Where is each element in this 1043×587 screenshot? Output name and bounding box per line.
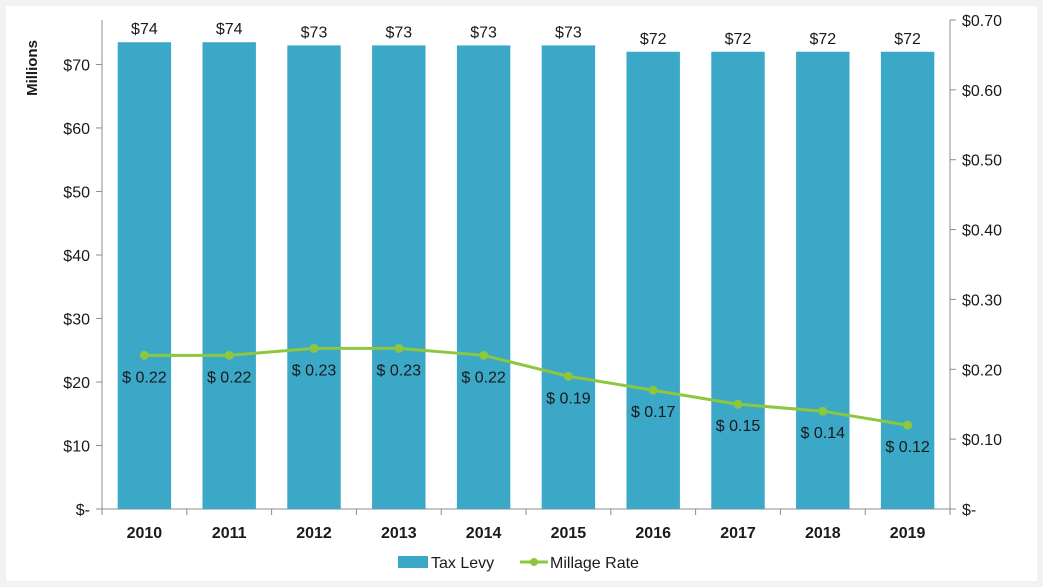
millage-rate-label: $ 0.12 xyxy=(885,439,930,456)
millage-rate-line xyxy=(144,346,908,427)
millage-rate-label: $ 0.19 xyxy=(546,390,591,407)
bar-value-label: $72 xyxy=(809,31,836,48)
legend-millage-rate-marker xyxy=(530,558,538,566)
labels-layer: $74 $74 $73 $73 $73 $73 $72 $72 $72 $72 $ 0.22 $ 0.… xyxy=(122,21,930,456)
millage-rate-point xyxy=(479,350,489,360)
millage-rate-point xyxy=(394,343,404,353)
millage-rate-label: $ 0.17 xyxy=(631,404,676,421)
bar-value-label: $72 xyxy=(725,31,752,48)
left-axis-tick-label: $70 xyxy=(63,57,90,74)
x-axis-tick-label: 2019 xyxy=(890,525,926,542)
x-axis-tick-label: 2010 xyxy=(127,525,163,542)
bar-value-label: $72 xyxy=(640,31,667,48)
right-axis-tick-label: $0.40 xyxy=(962,223,1002,240)
millage-rate-label: $ 0.22 xyxy=(122,369,167,386)
millage-rate-point xyxy=(818,406,828,416)
chart-container: $- $10 $20 $30 $40 $50 $60 $70 $- $0.10 $0.20 $0.30… xyxy=(6,6,1037,581)
x-axis-tick-label: 2015 xyxy=(551,525,587,542)
x-axis-tick-label: 2012 xyxy=(296,525,332,542)
right-axis-tick-label: $0.30 xyxy=(962,292,1002,309)
bar xyxy=(626,51,680,510)
left-axis-tick-label: $- xyxy=(76,502,90,519)
millage-rate-point xyxy=(903,420,913,430)
right-axis-tick-label: $0.50 xyxy=(962,153,1002,170)
combo-chart: $- $10 $20 $30 $40 $50 $60 $70 $- $0.10 $0.20 $0.30… xyxy=(24,13,1002,572)
x-axis-tick-label: 2011 xyxy=(212,525,247,542)
bar xyxy=(880,51,935,510)
bar xyxy=(117,42,172,510)
bar-value-label: $73 xyxy=(555,24,582,41)
bar xyxy=(711,51,765,510)
left-axis-tick-label: $10 xyxy=(63,438,90,455)
millage-rate-label: $ 0.23 xyxy=(292,362,337,379)
bar xyxy=(456,45,511,510)
right-axis-tick-label: $0.10 xyxy=(962,432,1002,449)
line-layer xyxy=(139,343,913,430)
legend-millage-rate-label: Millage Rate xyxy=(550,555,639,572)
right-axis-tick-label: $0.60 xyxy=(962,83,1002,100)
bar-value-label: $74 xyxy=(131,21,158,38)
millage-rate-point xyxy=(309,343,319,353)
bar-value-label: $73 xyxy=(301,24,328,41)
bar xyxy=(287,45,341,510)
millage-rate-label: $ 0.14 xyxy=(801,425,846,442)
bar-value-label: $72 xyxy=(894,31,921,48)
legend: Tax Levy Millage Rate xyxy=(398,555,639,572)
left-axis-tick-label: $20 xyxy=(63,375,90,392)
bar xyxy=(372,45,426,510)
left-axis-tick-label: $60 xyxy=(63,121,90,138)
x-axis-tick-label: 2013 xyxy=(381,525,417,542)
left-axis-tick-label: $40 xyxy=(63,248,90,265)
millage-rate-label: $ 0.15 xyxy=(716,418,761,435)
y-axis-title: Millions xyxy=(24,40,41,96)
bar xyxy=(541,45,596,510)
millage-rate-point xyxy=(733,399,743,409)
right-axis-tick-label: $- xyxy=(962,502,976,519)
left-axis-tick-label: $30 xyxy=(63,311,90,328)
millage-rate-point xyxy=(563,371,573,381)
x-axis-tick-label: 2018 xyxy=(805,525,841,542)
millage-rate-label: $ 0.22 xyxy=(207,369,252,386)
bar-value-label: $74 xyxy=(216,21,243,38)
bar-value-label: $73 xyxy=(470,24,497,41)
bar xyxy=(796,51,850,510)
millage-rate-point xyxy=(224,350,234,360)
legend-tax-levy-swatch xyxy=(398,556,428,568)
bar-value-label: $73 xyxy=(385,24,412,41)
x-axis-tick-label: 2016 xyxy=(635,525,671,542)
millage-rate-label: $ 0.23 xyxy=(377,362,422,379)
x-axis-tick-label: 2014 xyxy=(466,525,502,542)
millage-rate-point xyxy=(648,385,658,395)
x-axis-tick-label: 2017 xyxy=(720,525,756,542)
bars-layer xyxy=(117,42,935,510)
bar xyxy=(202,42,256,510)
right-axis-tick-label: $0.70 xyxy=(962,13,1002,30)
right-axis-tick-label: $0.20 xyxy=(962,362,1002,379)
millage-rate-label: $ 0.22 xyxy=(461,369,506,386)
legend-tax-levy-label: Tax Levy xyxy=(431,555,494,572)
left-axis-tick-label: $50 xyxy=(63,184,90,201)
millage-rate-point xyxy=(139,350,149,360)
